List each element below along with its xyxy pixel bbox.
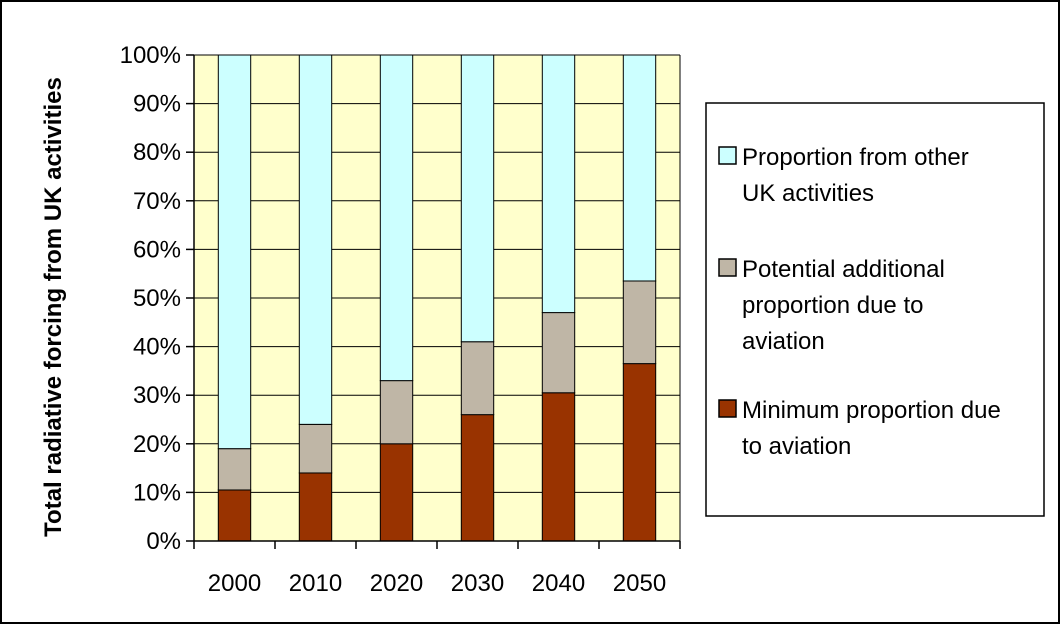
bar-segment: [379, 380, 414, 445]
bar-segment: [541, 54, 576, 314]
legend-swatch: [718, 399, 737, 418]
gridlines: [194, 54, 681, 541]
x-tick-label: 2030: [451, 570, 504, 597]
y-tick-label: 80%: [133, 139, 181, 166]
y-tick-label: 40%: [133, 334, 181, 361]
x-tick-label: 2010: [289, 570, 342, 597]
bar-segment: [379, 54, 414, 382]
y-tick-label: 60%: [133, 236, 181, 263]
axes: 0% 10% 20% 30% 40% 50% 60% 70% 80% 90% 100% 2000 201…: [120, 42, 681, 597]
bar-segment: [541, 392, 576, 542]
bar-segment: [298, 472, 333, 542]
bar-segment: [622, 54, 657, 282]
y-tick-label: 100%: [120, 42, 181, 69]
x-tick-label: 2020: [370, 570, 423, 597]
x-tick-label: 2000: [208, 570, 261, 597]
bar-segment: [217, 54, 252, 450]
bar-segment: [460, 341, 495, 416]
bar-segment: [298, 54, 333, 425]
y-tick-label: 70%: [133, 188, 181, 215]
legend-label: Minimum proportion due to aviation: [742, 397, 1001, 460]
legend-box: [705, 102, 1045, 517]
legend-label: Potential additional proportion due to avi…: [742, 256, 945, 355]
legend-swatch: [718, 258, 737, 277]
x-tick-label: 2040: [532, 570, 585, 597]
y-tick-label: 0%: [146, 528, 181, 555]
legend-swatch: [718, 146, 737, 165]
bar-segment: [217, 448, 252, 491]
bars: [217, 54, 657, 542]
y-tick-label: 30%: [133, 382, 181, 409]
bar-segment: [217, 489, 252, 542]
y-axis-label: Total radiative forcing from UK activiti…: [40, 77, 67, 537]
y-tick-label: 90%: [133, 91, 181, 118]
y-tick-label: 20%: [133, 431, 181, 458]
y-tick-label: 10%: [133, 479, 181, 506]
legend: Proportion from other UK activities Potent…: [705, 102, 1045, 517]
bar-segment: [622, 280, 657, 365]
bar-segment: [622, 363, 657, 542]
legend-label: Proportion from other UK activities: [742, 144, 969, 207]
bar-segment: [460, 414, 495, 542]
x-tick-label: 2050: [613, 570, 666, 597]
y-tick-label: 50%: [133, 285, 181, 312]
bar-segment: [460, 54, 495, 343]
bar-segment: [298, 423, 333, 474]
bar-segment: [379, 443, 414, 542]
bar-segment: [541, 312, 576, 394]
